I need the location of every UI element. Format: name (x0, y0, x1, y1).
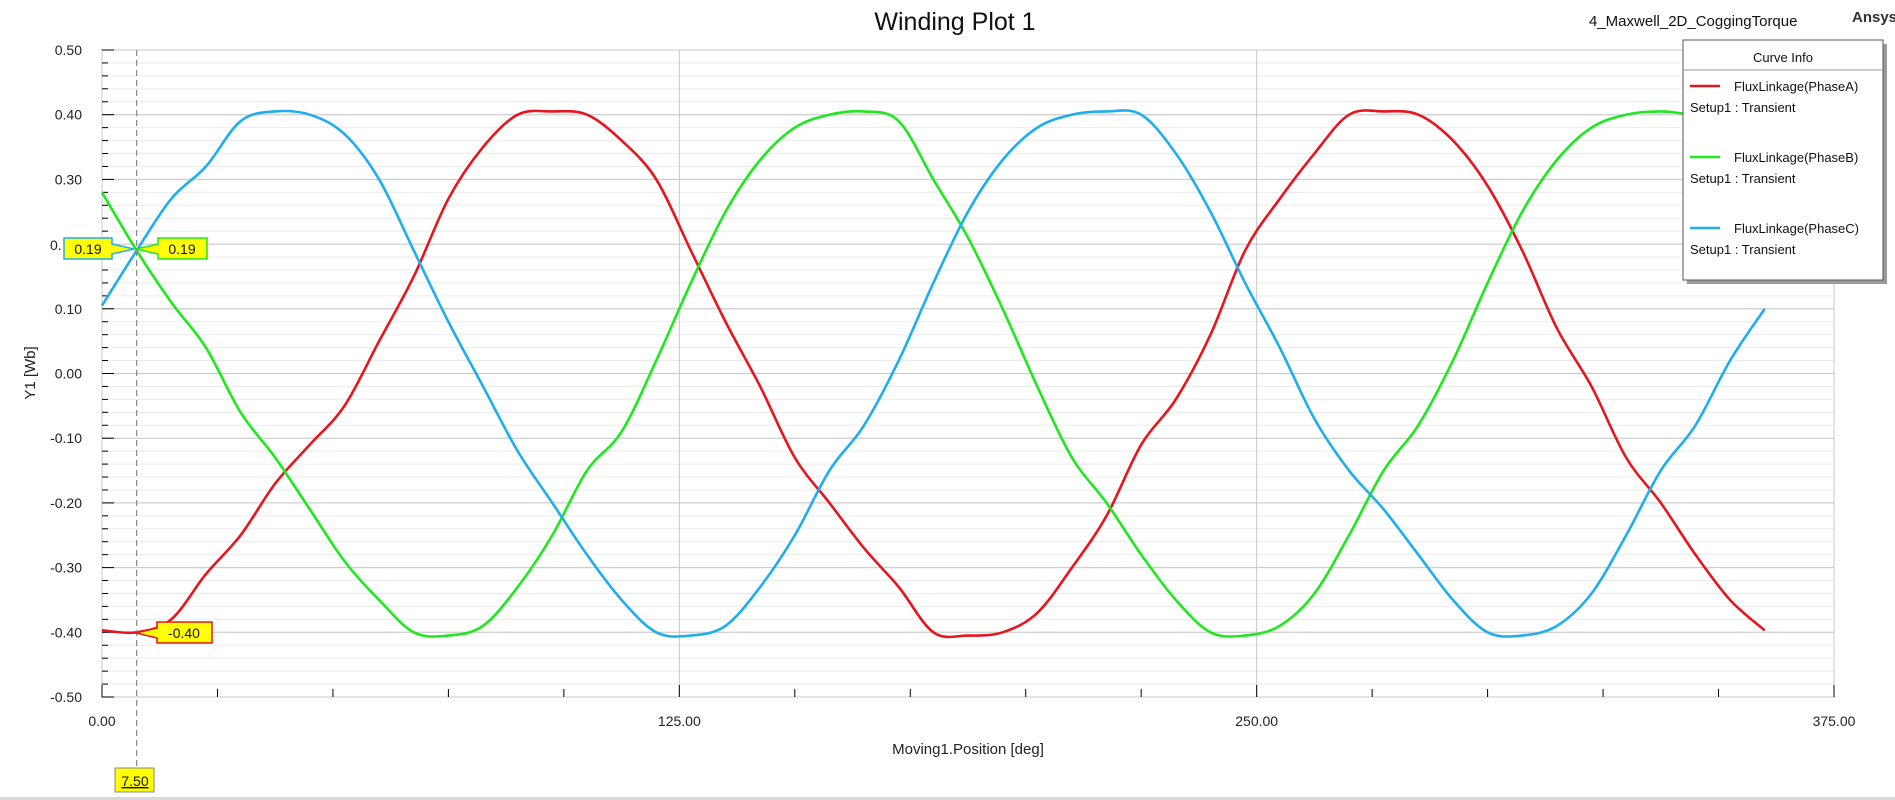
marker-bottom-text: -0.40 (168, 625, 200, 641)
marker-bottom-shape (135, 621, 213, 644)
y-tick-label: 0.40 (55, 107, 82, 123)
marker-left-shape (63, 237, 135, 260)
marker-x-text: 7.50 (121, 773, 148, 789)
series-lines (100, 109, 1766, 639)
marker-x-position[interactable]: 7.50 (114, 767, 155, 793)
y-tick-label: -0.20 (50, 495, 82, 511)
y-axis-title: Y1 [Wb] (22, 346, 39, 399)
y-tick-label: 0.00 (55, 366, 82, 382)
x-tick-label: 125.00 (658, 713, 701, 729)
bottom-strip (0, 797, 1895, 800)
y-tick-label: -0.40 (50, 624, 82, 640)
series-line-phase-b[interactable] (100, 109, 1765, 638)
marker-left-text: 0.19 (74, 241, 101, 257)
legend-entry-name: FluxLinkage(PhaseB) (1734, 150, 1858, 165)
x-tick-label: 0.00 (88, 713, 115, 729)
legend-entry-setup: Setup1 : Transient (1690, 242, 1796, 257)
y-axis-ticks: 0.50 0.40 0.30 0.10 0.00 -0.10 -0.20 -0.30 -0.40… (50, 42, 114, 705)
marker-label-phase-a[interactable]: -0.40 (135, 621, 213, 644)
y-tick-label: 0.30 (55, 171, 82, 187)
series-line-phase-a[interactable] (101, 109, 1766, 639)
x-axis-title: Moving1.Position [deg] (892, 741, 1044, 758)
y-tick-label-obscured: 0. (50, 237, 62, 253)
marker-right-text: 0.19 (168, 241, 195, 257)
legend-entry-setup: Setup1 : Transient (1690, 100, 1796, 115)
x-tick-label: 250.00 (1235, 713, 1278, 729)
project-name: 4_Maxwell_2D_CoggingTorque (1589, 13, 1797, 30)
y-tick-label: -0.10 (50, 430, 82, 446)
marker-x-shape (114, 767, 155, 793)
legend-entry-name: FluxLinkage(PhaseC) (1734, 221, 1859, 236)
legend-title: Curve Info (1753, 50, 1813, 65)
grid-major (101, 49, 1835, 698)
legend-entry-setup: Setup1 : Transient (1690, 171, 1796, 186)
y-tick-label: 0.50 (55, 42, 82, 58)
legend-entry-name: FluxLinkage(PhaseA) (1734, 79, 1858, 94)
legend-box (1682, 39, 1884, 281)
y-tick-label: 0.10 (55, 301, 82, 317)
x-axis-ticks: 0.00 125.00 250.00 375.00 (88, 685, 1856, 729)
chart-title: Winding Plot 1 (874, 8, 1035, 36)
brand-label: Ansys (1852, 9, 1895, 26)
plot-area: 0.00 125.00 250.00 375.00 0.500.400.300.100… (50, 42, 1856, 775)
y-tick-label: -0.50 (50, 689, 82, 705)
series-line-phase-c[interactable] (100, 109, 1766, 638)
marker-label-phase-b[interactable]: 0.19 (135, 237, 208, 260)
x-tick-label: 375.00 (1813, 713, 1856, 729)
legend-entries: FluxLinkage(PhaseA) Setup1 : Transient Flu… (1690, 79, 1859, 257)
marker-right-shape (135, 237, 208, 260)
marker-label-phase-c[interactable]: 0.19 (63, 237, 135, 260)
y-tick-label: -0.30 (50, 560, 82, 576)
curve-info-legend[interactable]: Curve Info FluxLinkage(PhaseA) Setup1 : T… (1682, 39, 1887, 284)
